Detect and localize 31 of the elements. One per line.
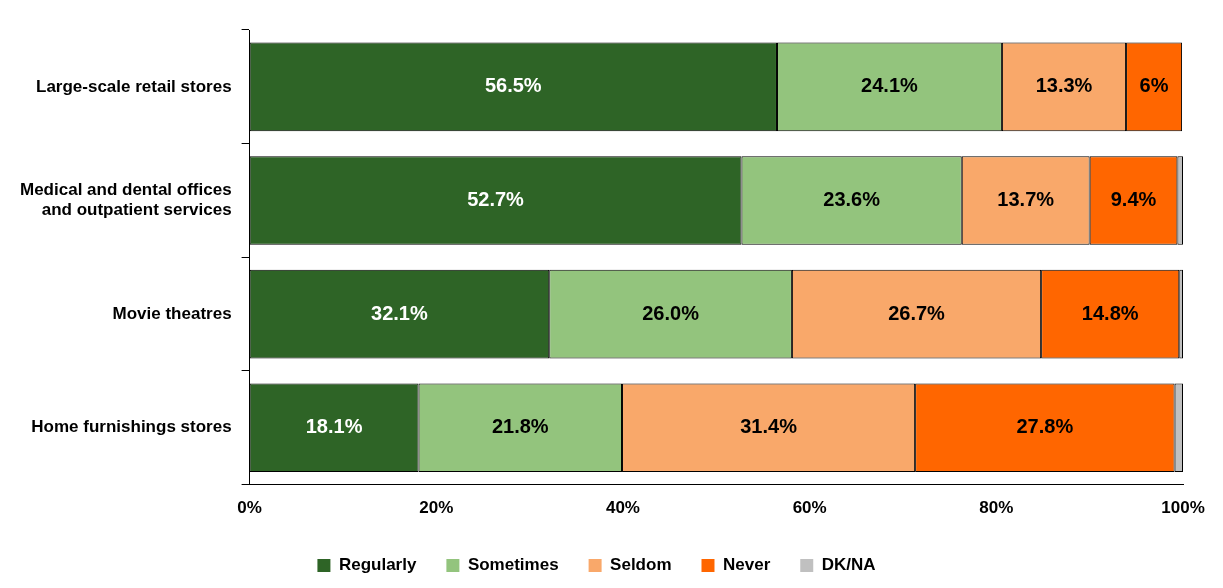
x-tick-label: 100%: [1161, 498, 1205, 518]
data-label: 23.6%: [823, 187, 881, 210]
x-tick-label: 40%: [605, 498, 640, 518]
data-label: 6%: [1139, 74, 1169, 97]
data-label: 32.1%: [371, 301, 428, 324]
data-label: 52.7%: [467, 187, 525, 210]
data-label: 26.7%: [888, 301, 946, 324]
x-tick-label: 80%: [979, 498, 1014, 518]
data-label: 21.8%: [491, 415, 549, 438]
legend-label: Never: [722, 555, 771, 575]
y-tick-label: Movie theatres: [112, 303, 232, 323]
legend-label: Seldom: [610, 555, 672, 575]
legend-label: Regularly: [338, 555, 417, 575]
legend-label: Sometimes: [467, 555, 559, 575]
data-label: 9.4%: [1110, 187, 1157, 210]
data-label: 31.4%: [740, 415, 798, 438]
y-tick-label: Large-scale retail stores: [35, 76, 232, 96]
data-label: 13.7%: [997, 187, 1055, 210]
legend-label: DK/NA: [821, 555, 876, 575]
data-label: 27.8%: [1016, 415, 1074, 438]
data-label: 24.1%: [861, 74, 919, 97]
data-label: 18.1%: [305, 415, 363, 438]
x-tick-label: 0%: [237, 498, 262, 518]
data-label: 14.8%: [1081, 301, 1139, 324]
data-label: 56.5%: [484, 74, 542, 97]
y-tick-label: Medical and dental offices and outpatient services: [19, 179, 232, 220]
x-tick-label: 60%: [792, 498, 827, 518]
data-label: 13.3%: [1035, 74, 1093, 97]
data-label: 26.0%: [642, 301, 700, 324]
y-tick-label: Home furnishings stores: [31, 417, 232, 437]
x-tick-label: 20%: [419, 498, 454, 518]
